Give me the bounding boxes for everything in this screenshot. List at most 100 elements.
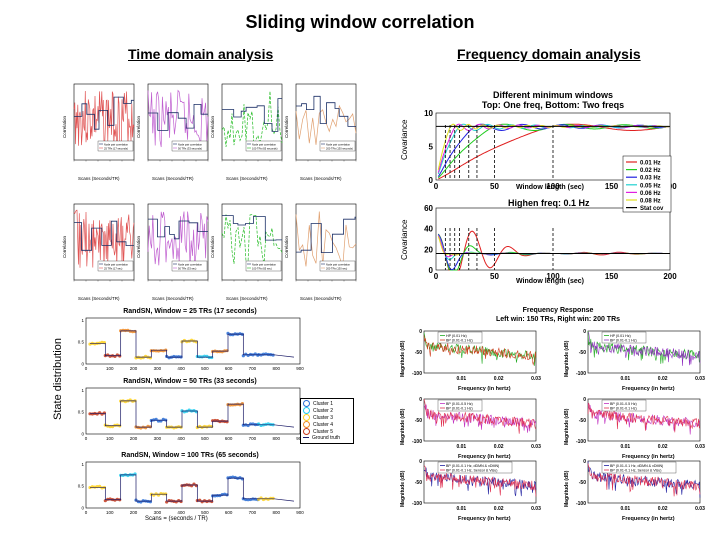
fr-series (423, 398, 537, 434)
state-xtick: 900 (296, 510, 304, 515)
time-panel-ylabel: Correlation (210, 235, 215, 258)
state-legend-label: Cluster 2 (313, 407, 334, 414)
fr-xlabel: Frequency (in hertz) (622, 386, 675, 392)
fr-panel: Magnitude (dB) Frequency (in hertz) 0 -50 -1… (398, 325, 554, 393)
state-xtick: 600 (225, 436, 233, 441)
fr-xtick: 0.01 (620, 444, 630, 450)
state-legend-item: Cluster 5 (303, 428, 333, 435)
state-xtick: 700 (249, 436, 257, 441)
state-legend-item: Cluster 4 (303, 421, 333, 428)
time-panel-ylabel: Correlation (62, 115, 67, 138)
time-panel-ylabel: Correlation (284, 115, 289, 138)
fr-panel: Magnitude (dB) Frequency (in hertz) 0 -50 -1… (562, 325, 718, 393)
state-xtick: 0 (85, 366, 88, 371)
cov-xtick: 200 (663, 272, 677, 281)
fr-ytick: 0 (419, 397, 422, 403)
time-panel: Correlation Scans (Seconds/TR) Node pair c… (210, 78, 284, 186)
state-legend-item: Ground truth (303, 435, 340, 441)
time-panel-legend2: 50 TRs (33 sec) (178, 267, 197, 271)
time-panel-legend1: Node pair correlation (252, 143, 277, 147)
time-panel: Correlation Scans (Seconds/TR) Node pair c… (210, 198, 284, 306)
cov-title-2: Top: One freq, Bottom: Two freqs (481, 100, 625, 110)
fr-ytick: -50 (579, 350, 586, 356)
cov-ytick: 0 (429, 176, 434, 185)
frequency-response-figure: Frequency Response Left win: 150 TRs, Ri… (398, 305, 718, 535)
time-panel-legend2: 25 TRs (17 seconds) (104, 147, 128, 151)
state-xtick: 600 (225, 510, 233, 515)
state-xtick: 0 (85, 436, 88, 441)
state-plot-chart: 0 0.5 1 0 100 200 300 400 500 600 700 800 900 (78, 461, 304, 515)
cov-xtick: 50 (490, 272, 499, 281)
fr-xtick: 0.01 (456, 506, 466, 512)
state-plot-title: RandSN, Window = 50 TRs (33 seconds) (123, 378, 257, 385)
time-panel-xlabel: Scans (Seconds/TR) (226, 176, 268, 181)
legend-swatch (303, 414, 310, 421)
cov-xtick: 100 (546, 182, 560, 191)
time-panel-legend2: 25 TRs (17 sec) (104, 267, 123, 271)
time-panel-legend2: 200 TRs (130 sec) (326, 267, 347, 271)
fr-xtick: 0.03 (695, 444, 705, 450)
time-domain-heading: Time domain analysis (128, 46, 274, 62)
state-xtick: 900 (296, 366, 304, 371)
state-plot-chart: 0 0.5 1 0 100 200 300 400 500 600 700 800 900 (78, 317, 304, 371)
state-xtick: 200 (130, 366, 138, 371)
fr-legend-item: BP (0.01-0.1 Hz) (446, 407, 473, 411)
cov-legend-item: 0.08 Hz (640, 199, 661, 205)
fr-xtick: 0.03 (531, 506, 541, 512)
fr-xtick: 0.01 (456, 444, 466, 450)
state-xtick: 700 (249, 510, 257, 515)
cov-xtick: 0 (434, 182, 439, 191)
state-xtick: 400 (177, 366, 185, 371)
frequency-domain-heading: Frequency domain analysis (457, 46, 641, 62)
state-legend-label: Ground truth (312, 435, 341, 441)
state-plot-title: RandSN, Window = 25 TRs (17 seconds) (123, 308, 257, 315)
fr-xtick: 0.02 (658, 506, 668, 512)
state-xtick: 800 (272, 510, 280, 515)
fr-ytick: -50 (415, 480, 422, 486)
time-panel: Correlation Scans (Seconds/TR) Node pair c… (136, 198, 210, 306)
cov-xtick: 0 (434, 272, 439, 281)
time-panel-xlabel: Scans (Seconds/TR) (300, 296, 342, 301)
fr-xtick: 0.03 (695, 506, 705, 512)
state-xtick: 100 (106, 436, 114, 441)
fr-xlabel: Frequency (in hertz) (458, 454, 511, 460)
fr-panel: Magnitude (dB) Frequency (in hertz) 0 -50 -1… (398, 393, 554, 461)
state-distribution-label: State distribution (52, 338, 64, 420)
fr-ytick: -100 (412, 439, 422, 445)
time-panel-xlabel: Scans (Seconds/TR) (226, 296, 268, 301)
state-xtick: 0 (85, 510, 88, 515)
fr-chart: 0 -50 -100 0.01 0.02 0.03 BP (0.01-0.5 Hz)BP (… (412, 397, 541, 450)
state-plot: RandSN, Window = 50 TRs (33 seconds) 0 0.5… (70, 378, 310, 450)
fr-xlabel: Frequency (in hertz) (458, 516, 511, 522)
fr-xtick: 0.02 (658, 444, 668, 450)
fr-xtick: 0.01 (620, 376, 630, 382)
state-ytick: 0 (81, 362, 84, 367)
state-xtick: 500 (201, 436, 209, 441)
cov-xlabel-bottom: Window length (sec) (516, 278, 584, 285)
legend-swatch (303, 421, 310, 428)
time-panel-xlabel: Scans (Seconds/TR) (78, 176, 120, 181)
covariance-figure: Different minimum windows Top: One freq,… (398, 88, 708, 298)
state-legend-item: Cluster 3 (303, 414, 333, 421)
cov-title-1: Different minimum windows (492, 90, 613, 100)
time-panel: Correlation Scans (Seconds/TR) Node pair c… (62, 78, 136, 186)
fr-series (587, 332, 701, 366)
cov-ylabel-top: Covariance (400, 119, 409, 160)
fr-xtick: 0.01 (456, 376, 466, 382)
state-legend-label: Cluster 4 (313, 421, 334, 428)
fr-panel: Magnitude (dB) Frequency (in hertz) 0 -50 -1… (562, 393, 718, 461)
fr-panel: Magnitude (dB) Frequency (in hertz) 0 -50 -1… (562, 455, 718, 523)
time-panel-legend1: Node pair correlation (326, 263, 351, 267)
fr-ytick: -100 (576, 501, 586, 507)
fr-ytick: 0 (419, 329, 422, 335)
state-ytick: 1 (81, 462, 84, 467)
fr-legend-item: BP (0.01-0.1 Hz, dDMN & vDMN) (610, 464, 663, 468)
fr-xtick: 0.02 (494, 444, 504, 450)
time-panel-xlabel: Scans (Seconds/TR) (152, 296, 194, 301)
state-legend-label: Cluster 1 (313, 400, 334, 407)
fr-ytick: 0 (583, 397, 586, 403)
